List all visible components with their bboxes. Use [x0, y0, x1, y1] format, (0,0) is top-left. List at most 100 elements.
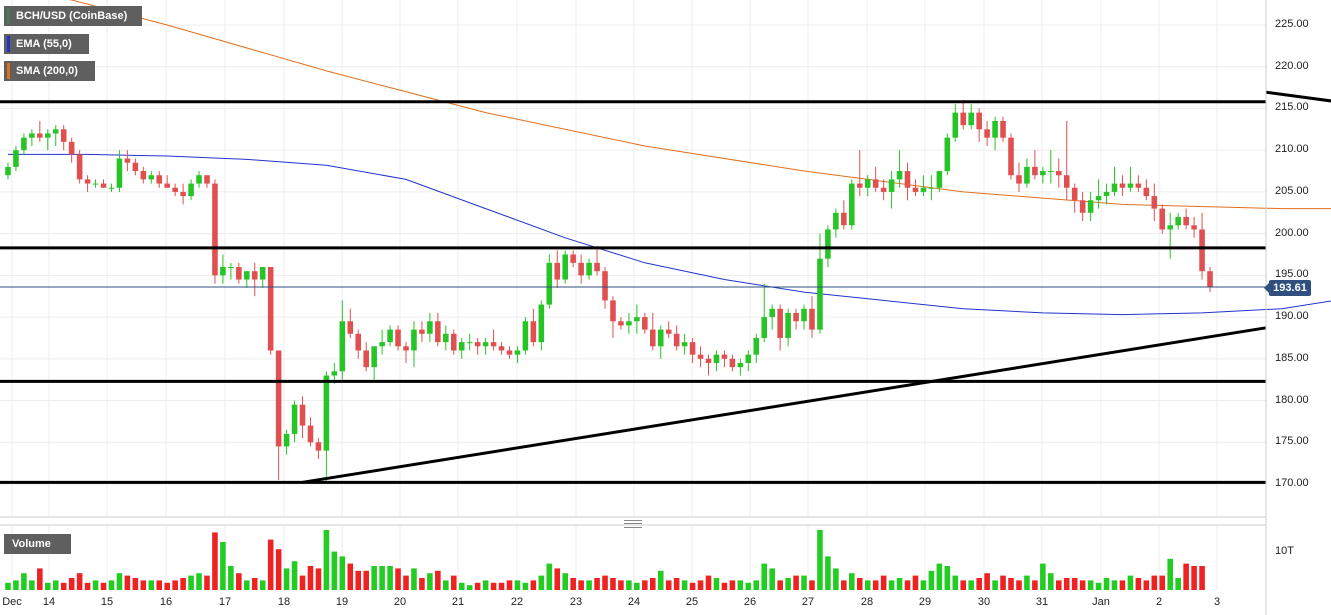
volume-bar: [331, 551, 338, 590]
trendlines: [302, 90, 1331, 484]
volume-bar: [1048, 573, 1054, 590]
y-tick-label: 175.00: [1275, 435, 1309, 448]
legend-sma-label: SMA (200,0): [16, 65, 78, 77]
candle-body: [984, 129, 990, 138]
volume-bar: [347, 563, 354, 590]
legend-sma[interactable]: SMA (200,0): [4, 61, 95, 81]
candle-body: [1191, 225, 1197, 230]
volume-bar: [689, 582, 696, 590]
volume-bar: [880, 575, 887, 590]
volume-bar: [1055, 580, 1062, 590]
candle-body: [1063, 175, 1070, 188]
volume-bar: [920, 580, 927, 590]
candle-body: [697, 354, 704, 359]
volume-bar: [546, 563, 553, 590]
volume-bar: [626, 580, 632, 590]
volume-bar: [761, 563, 768, 590]
candle-body: [387, 329, 393, 343]
candle-body: [204, 175, 210, 184]
candle-body: [618, 321, 624, 326]
volume-bar: [610, 578, 616, 590]
legend-ema[interactable]: EMA (55,0): [4, 34, 89, 54]
volume-bar: [60, 582, 67, 590]
candle-body: [1055, 171, 1062, 176]
volume-bar: [825, 556, 831, 590]
candle-body: [864, 179, 871, 188]
pane-resize-handle[interactable]: [624, 520, 642, 528]
candle-body: [116, 158, 123, 188]
y-tick-label: 215.00: [1275, 101, 1309, 114]
candle-body: [236, 267, 242, 280]
candle-body: [474, 342, 481, 347]
candle-body: [21, 137, 27, 151]
volume-bar: [164, 582, 170, 590]
volume-bar: [411, 568, 417, 590]
volume-bar: [427, 573, 433, 590]
volume-bar: [419, 578, 425, 590]
candle-body: [936, 171, 943, 188]
volume-bar: [928, 570, 935, 590]
x-tick-label: 22: [510, 596, 524, 608]
sma-swatch: [7, 63, 10, 79]
volume-bar: [697, 580, 704, 590]
candle-body: [220, 267, 226, 276]
candle-body: [52, 129, 59, 134]
candle-body: [904, 171, 911, 188]
candle-body: [769, 308, 775, 318]
ema-55-line: [8, 153, 1331, 316]
volume-bar: [244, 580, 250, 590]
volume-bar: [307, 566, 314, 590]
x-tick-label: 20: [393, 596, 407, 608]
volume-bar: [618, 580, 624, 590]
last-price-tag: 193.61: [1264, 280, 1311, 296]
volume-bar: [100, 582, 107, 590]
legend-symbol[interactable]: BCH/USD (CoinBase): [4, 6, 142, 26]
volume-bar: [52, 580, 59, 590]
symbol-swatch: [7, 8, 10, 24]
candle-body: [849, 183, 855, 226]
volume-bar: [817, 530, 823, 590]
y-tick-label: 170.00: [1275, 477, 1309, 489]
x-tick-label: 14: [42, 596, 56, 608]
candle-body: [458, 342, 465, 351]
candle-body: [872, 179, 879, 188]
volume-bar: [291, 561, 298, 590]
candle-body: [323, 375, 330, 451]
volume-bar: [124, 575, 131, 590]
candle-body: [642, 317, 648, 330]
candle-body: [689, 342, 696, 355]
volume-bar: [912, 575, 919, 590]
volume-bar: [148, 580, 155, 590]
volume-bars: [5, 530, 1205, 590]
volume-bar: [482, 580, 489, 590]
candle-body: [1032, 166, 1038, 176]
volume-bar: [642, 580, 648, 590]
candlestick-series: [5, 100, 1213, 484]
volume-bar: [705, 575, 712, 590]
candle-body: [745, 354, 752, 363]
volume-bar: [13, 580, 19, 590]
candle-body: [44, 133, 51, 138]
candle-body: [729, 358, 736, 368]
volume-bar: [1159, 575, 1166, 590]
chart-grid: [0, 24, 1266, 485]
candle-body: [164, 183, 170, 188]
candle-body: [379, 342, 385, 347]
volume-bar: [251, 578, 258, 590]
candle-body: [1095, 196, 1102, 201]
x-tick-label: 15: [100, 596, 114, 608]
candle-body: [817, 258, 823, 330]
legend-volume[interactable]: Volume: [4, 534, 71, 554]
volume-bar: [1008, 578, 1014, 590]
volume-bar: [976, 578, 982, 590]
candle-body: [1135, 183, 1142, 188]
volume-bar: [180, 578, 186, 590]
candle-body: [148, 175, 155, 180]
volume-bar: [403, 575, 409, 590]
candle-body: [514, 350, 521, 355]
sma-200-line: [69, 0, 1331, 210]
x-tick-label: 24: [627, 596, 641, 608]
y-tick-label: 185.00: [1275, 351, 1309, 364]
volume-bar: [753, 580, 760, 590]
